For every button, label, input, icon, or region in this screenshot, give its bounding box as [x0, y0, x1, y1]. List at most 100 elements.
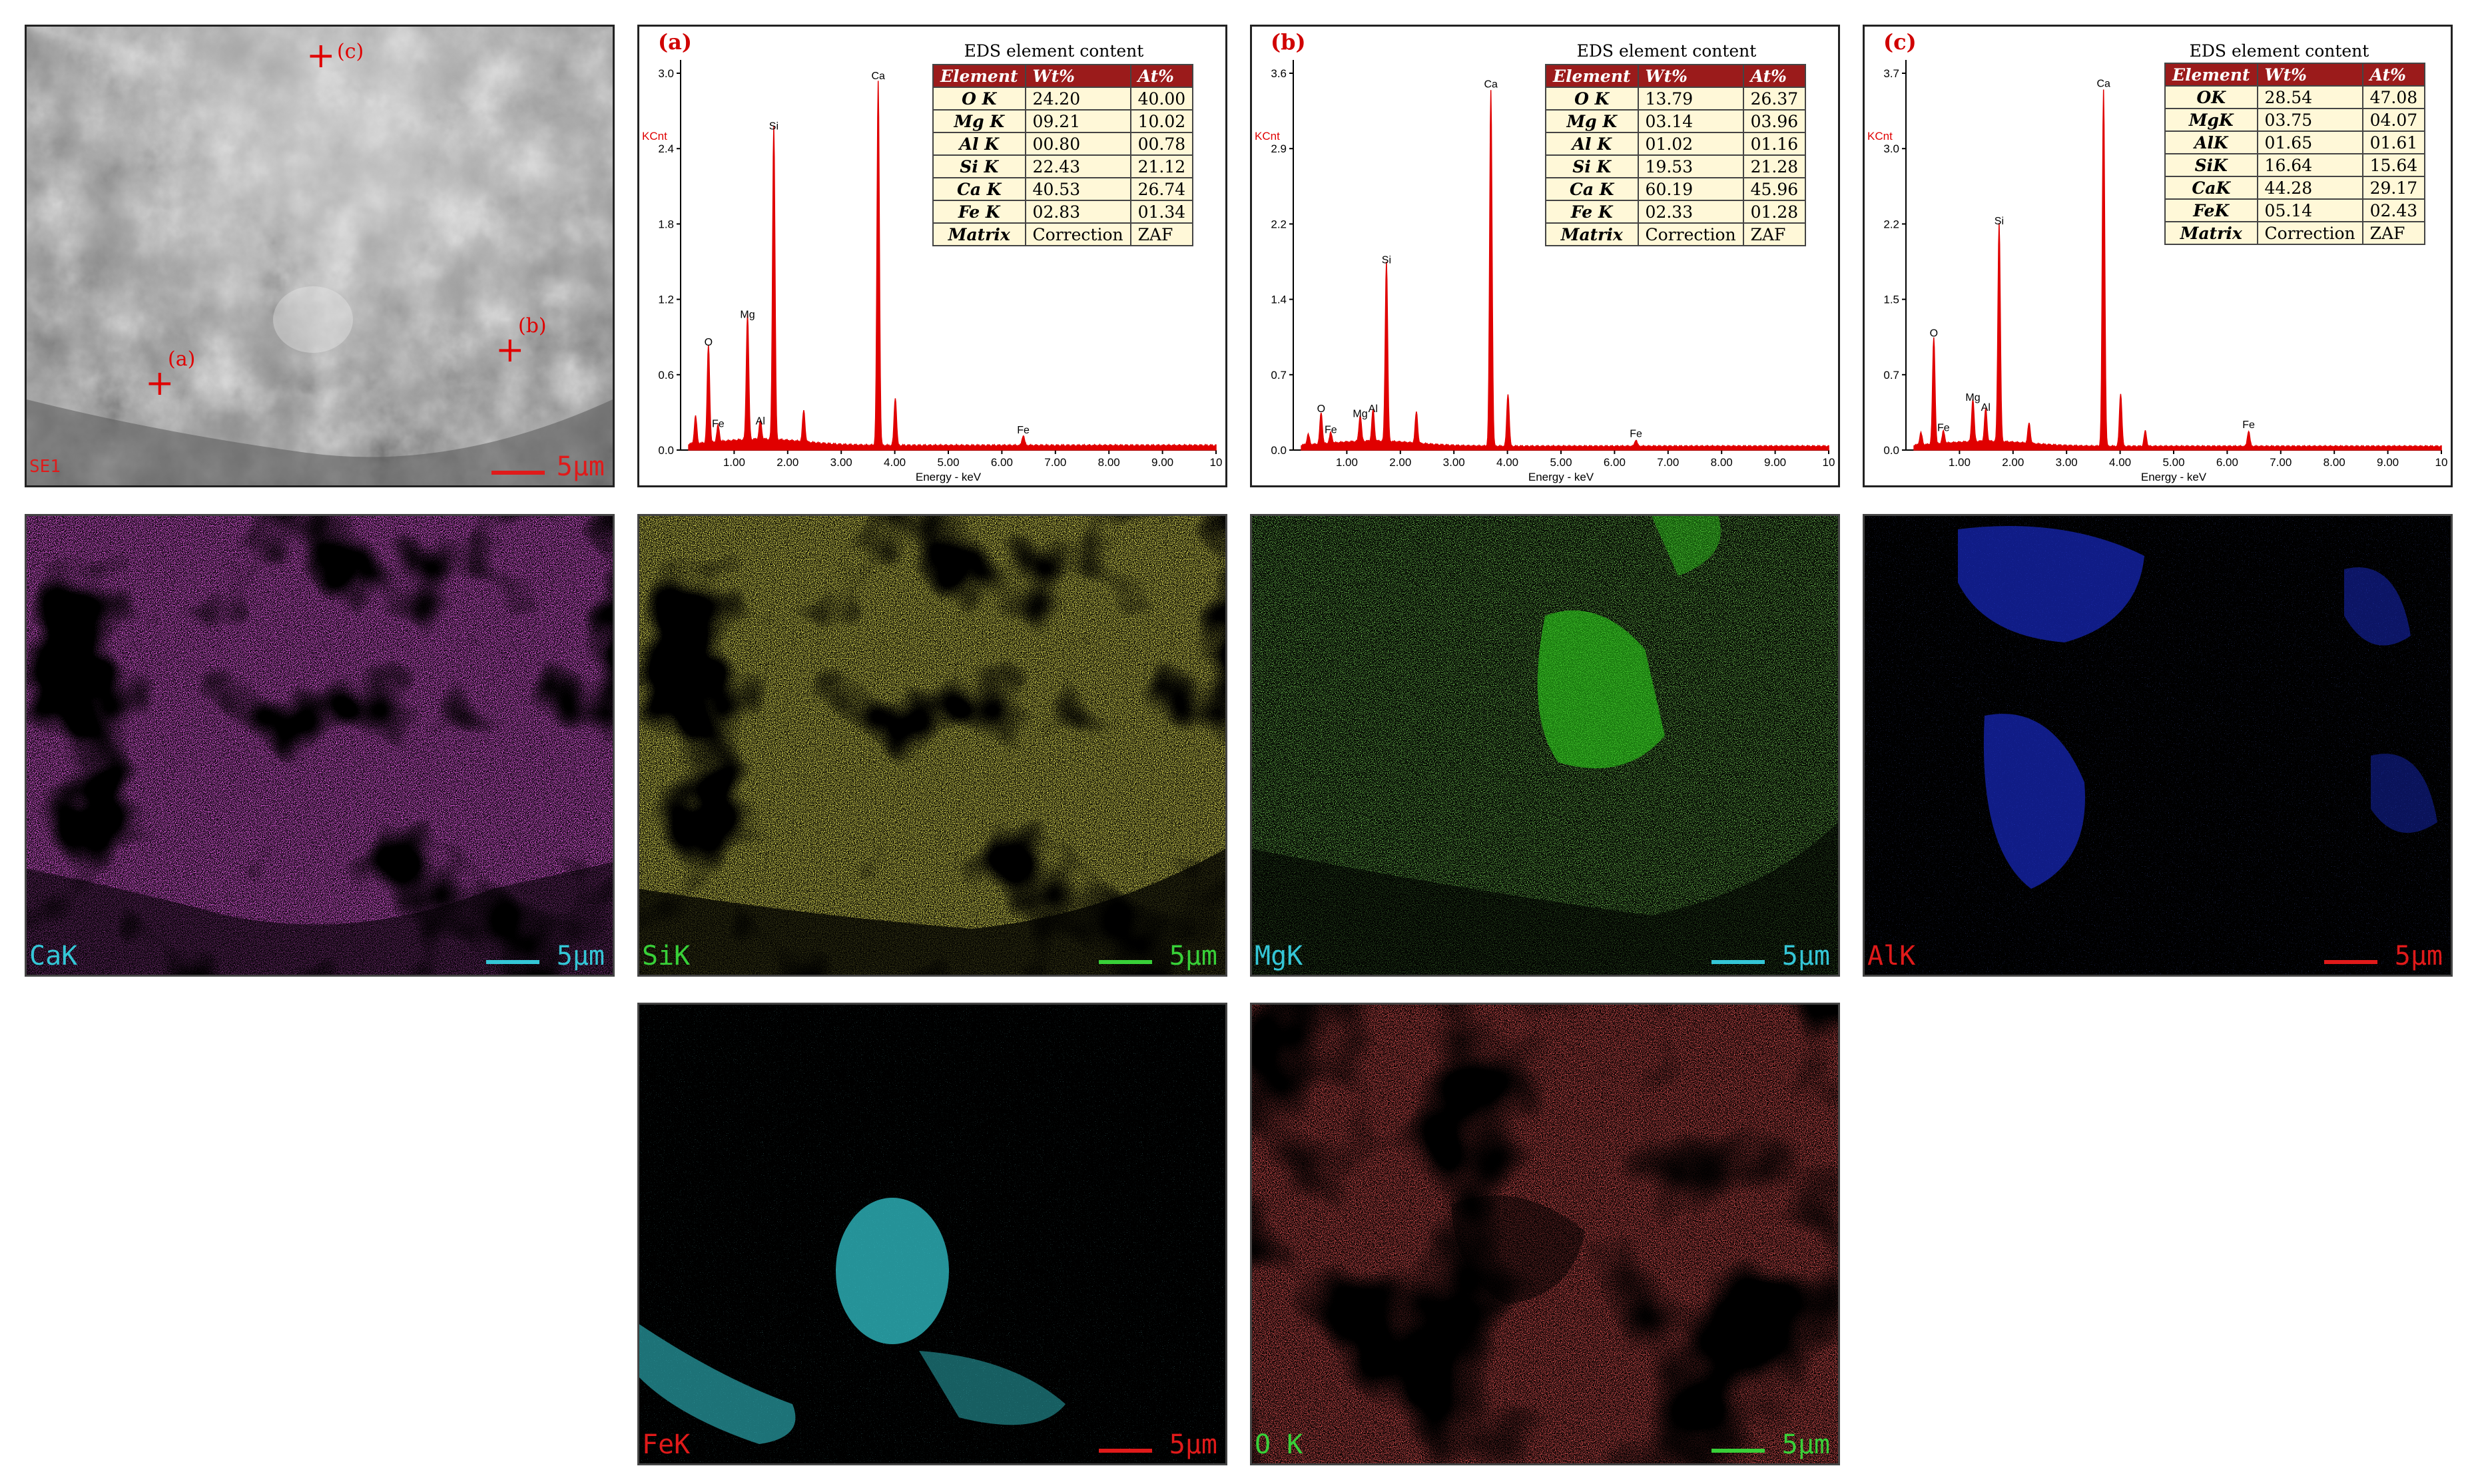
- element-cell: Fe K: [932, 200, 1026, 224]
- header-wt: Wt%: [1024, 64, 1131, 88]
- table-row: Mg K 09.21 10.02: [932, 109, 1194, 133]
- element-cell: Mg K: [1545, 109, 1639, 133]
- table-row: FeK 05.14 02.43: [2164, 198, 2426, 222]
- eds-table-header: Element Wt% At%: [932, 64, 1194, 88]
- y-tick-label: 0.0: [658, 444, 674, 457]
- x-tick-label: 10: [2435, 456, 2448, 469]
- x-axis-label: Energy - keV: [1528, 471, 1594, 483]
- wt-cell: 02.83: [1024, 200, 1131, 224]
- spectrum-area: [1913, 89, 2442, 451]
- x-tick-label: 9.00: [1151, 456, 1173, 469]
- element-map-fe: FeK 5µm: [637, 1003, 1227, 1465]
- point-marker-c: +: [306, 36, 336, 76]
- at-cell: ZAF: [1742, 222, 1807, 246]
- element-map-al: AlK 5µm: [1863, 514, 2453, 977]
- x-tick-label: 8.00: [1711, 456, 1733, 469]
- eds-table-header: Element Wt% At%: [2164, 63, 2426, 87]
- panel-label-b: (b): [1271, 29, 1306, 55]
- y-tick-label: 1.2: [658, 294, 674, 306]
- x-axis-label: Energy - keV: [2141, 471, 2207, 483]
- sem-scale-text: 5µm: [556, 451, 605, 482]
- element-cell: FeK: [2164, 198, 2258, 222]
- table-row: MgK 03.75 04.07: [2164, 108, 2426, 132]
- table-row: Al K 01.02 01.16: [1545, 132, 1807, 156]
- at-cell: 00.78: [1129, 132, 1194, 156]
- table-row: O K 13.79 26.37: [1545, 87, 1807, 111]
- x-tick-label: 10: [1823, 456, 1835, 469]
- element-cell: OK: [2164, 85, 2258, 109]
- wt-cell: 13.79: [1637, 87, 1744, 111]
- x-tick-label: 7.00: [1657, 456, 1679, 469]
- x-tick-label: 2.00: [1389, 456, 1411, 469]
- eds-table-c: Element Wt% At% OK 28.54 47.08 MgK 03.75 04.…: [2164, 63, 2426, 245]
- element-cell: CaK: [2164, 176, 2258, 200]
- wt-cell: 44.28: [2256, 176, 2363, 200]
- table-row: Matrix Correction ZAF: [1545, 222, 1807, 246]
- element-cell: Ca K: [932, 177, 1026, 201]
- si-map-image: [639, 516, 1225, 975]
- element-cell: Mg K: [932, 109, 1026, 133]
- peak-label: Fe: [1630, 429, 1642, 440]
- element-cell: MgK: [2164, 108, 2258, 132]
- wt-cell: 22.43: [1024, 154, 1131, 178]
- x-axis-label: Energy - keV: [916, 471, 982, 483]
- table-row: Fe K 02.33 01.28: [1545, 200, 1807, 224]
- x-tick-label: 3.00: [2056, 456, 2078, 469]
- eds-spectrum-panel-c: 0.0 0.7 1.5 2.2 3.0 3.7 1.00 2.00 3.00 4.00 5.00 6.…: [1863, 25, 2453, 487]
- table-row: Matrix Correction ZAF: [2164, 221, 2426, 245]
- wt-cell: 05.14: [2256, 198, 2363, 222]
- wt-cell: 03.75: [2256, 108, 2363, 132]
- x-tick-label: 4.00: [1496, 456, 1518, 469]
- panel-label-c: (c): [1883, 29, 1917, 55]
- wt-cell: 16.64: [2256, 153, 2363, 177]
- peak-label: O: [1317, 403, 1325, 415]
- at-cell: 02.43: [2361, 198, 2426, 222]
- peak-label: Mg: [1353, 409, 1367, 420]
- map-label-mg: MgK: [1255, 941, 1303, 971]
- map-label-al: AlK: [1867, 941, 1916, 971]
- header-at: At%: [1742, 64, 1807, 88]
- y-axis-label: KCnt: [1255, 130, 1280, 142]
- x-tick-label: 7.00: [1044, 456, 1066, 469]
- eds-table-header: Element Wt% At%: [1545, 64, 1807, 88]
- wt-cell: Correction: [1024, 222, 1131, 246]
- eds-spectrum-panel-b: 0.0 0.7 1.4 2.2 2.9 3.6 1.00 2.00 3.00 4.00 5.00 6.…: [1250, 25, 1840, 487]
- at-cell: 47.08: [2361, 85, 2426, 109]
- at-cell: 45.96: [1742, 177, 1807, 201]
- header-wt: Wt%: [2256, 63, 2363, 87]
- wt-cell: 28.54: [2256, 85, 2363, 109]
- scale-text-fe: 5µm: [1169, 1429, 1217, 1460]
- y-tick-label: 0.0: [1271, 444, 1287, 457]
- panel-label-a: (a): [658, 29, 693, 55]
- map-label-ca: CaK: [29, 941, 78, 971]
- wt-cell: 01.02: [1637, 132, 1744, 156]
- at-cell: 10.02: [1129, 109, 1194, 133]
- scale-text-o: 5µm: [1781, 1429, 1830, 1460]
- spectrum-area: [688, 81, 1217, 451]
- scale-text-ca: 5µm: [556, 941, 605, 971]
- table-row: Mg K 03.14 03.96: [1545, 109, 1807, 133]
- element-cell: Ca K: [1545, 177, 1639, 201]
- table-row: Si K 19.53 21.28: [1545, 154, 1807, 178]
- scale-bar-mg: [1711, 960, 1765, 964]
- y-tick-label: 1.4: [1271, 294, 1287, 306]
- element-cell: Al K: [932, 132, 1026, 156]
- x-tick-label: 7.00: [2270, 456, 2292, 469]
- at-cell: 15.64: [2361, 153, 2426, 177]
- sem-scale-bar: [491, 471, 545, 475]
- scale-bar-ca: [486, 960, 539, 964]
- y-tick-label: 1.5: [1883, 294, 1899, 306]
- point-marker-b: +: [495, 330, 525, 370]
- x-tick-label: 2.00: [2002, 456, 2024, 469]
- element-cell: O K: [932, 87, 1026, 111]
- peak-label: Fe: [1937, 423, 1950, 434]
- x-tick-label: 9.00: [1764, 456, 1786, 469]
- element-cell: AlK: [2164, 130, 2258, 154]
- table-row: Al K 00.80 00.78: [932, 132, 1194, 156]
- y-tick-label: 0.7: [1271, 369, 1287, 381]
- x-tick-label: 5.00: [2162, 456, 2184, 469]
- scale-text-si: 5µm: [1169, 941, 1217, 971]
- x-tick-label: 3.00: [1443, 456, 1465, 469]
- x-tick-label: 8.00: [1098, 456, 1120, 469]
- y-tick-label: 2.4: [658, 142, 674, 155]
